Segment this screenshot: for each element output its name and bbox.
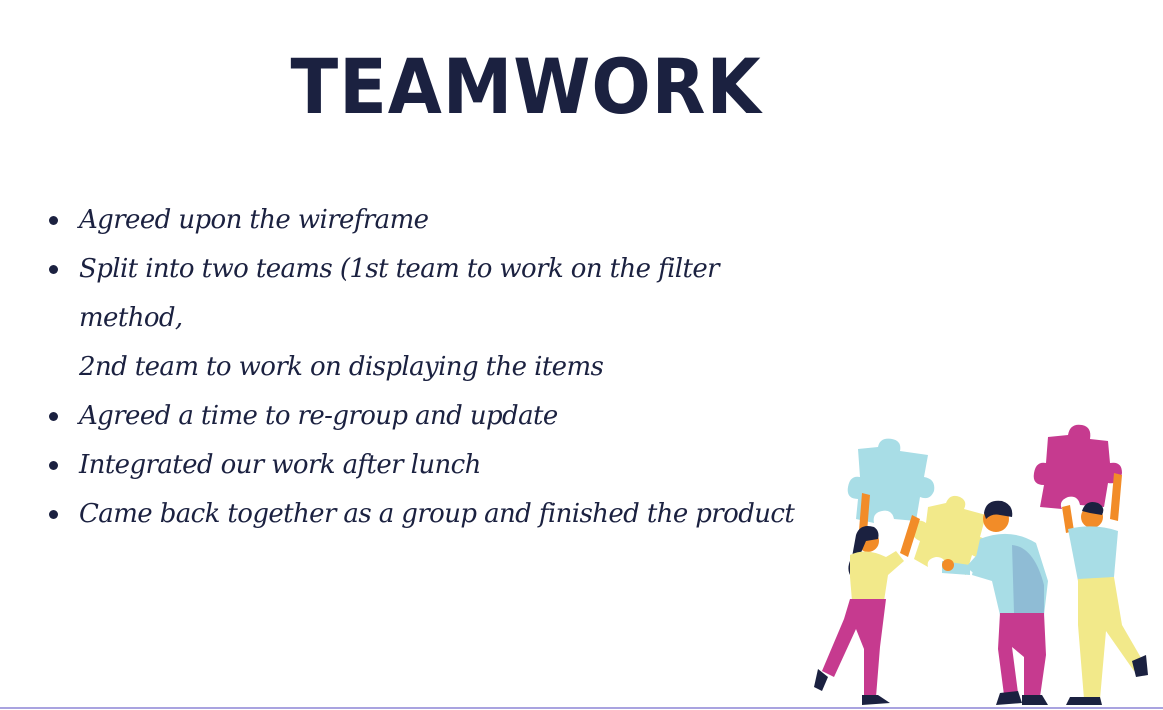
bullet-dot-icon bbox=[49, 412, 58, 421]
bullet-dot-icon bbox=[49, 265, 58, 274]
bullet-dot-icon bbox=[49, 461, 58, 470]
bullet-text: Came back together as a group and finish… bbox=[79, 499, 795, 529]
bullet-dot-icon bbox=[49, 216, 58, 225]
bullet-continuation: 2nd team to work on displaying the items bbox=[44, 343, 804, 392]
bullet-item: Agreed a time to re-group and update bbox=[44, 392, 804, 441]
person-boy-icon bbox=[1062, 473, 1148, 705]
bullet-text: 2nd team to work on displaying the items bbox=[79, 352, 604, 382]
bottom-divider bbox=[0, 707, 1163, 709]
bullet-list: Agreed upon the wireframe Split into two… bbox=[44, 196, 804, 539]
person-woman-icon bbox=[814, 493, 920, 705]
slide-title: TEAMWORK bbox=[290, 42, 762, 131]
bullet-item: Split into two teams (1st team to work o… bbox=[44, 245, 804, 343]
bullet-text: Split into two teams (1st team to work o… bbox=[79, 254, 720, 333]
team-puzzle-illustration-icon bbox=[814, 424, 1148, 705]
bullet-item: Came back together as a group and finish… bbox=[44, 490, 804, 539]
magenta-puzzle-piece-icon bbox=[1033, 424, 1122, 509]
yellow-puzzle-piece-icon bbox=[912, 495, 989, 575]
bullet-text: Agreed a time to re-group and update bbox=[79, 401, 558, 431]
bullet-dot-icon bbox=[49, 510, 58, 519]
bullet-text: Agreed upon the wireframe bbox=[79, 205, 429, 235]
bullet-item: Integrated our work after lunch bbox=[44, 441, 804, 490]
person-man-icon bbox=[942, 500, 1048, 705]
bullet-item: Agreed upon the wireframe bbox=[44, 196, 804, 245]
bullet-text: Integrated our work after lunch bbox=[79, 450, 481, 480]
